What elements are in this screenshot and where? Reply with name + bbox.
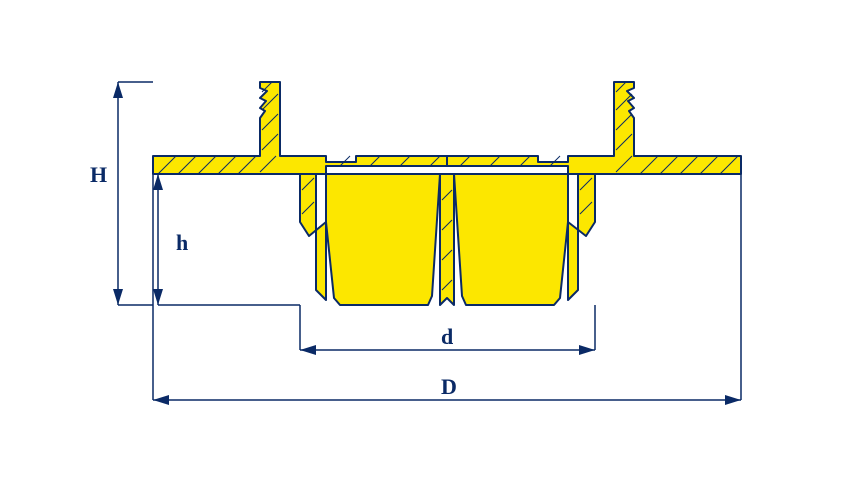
dimension-label-H: H bbox=[90, 162, 107, 187]
lug-left-outer-leaf bbox=[300, 174, 326, 300]
dimension-h: h bbox=[153, 174, 300, 305]
section-shape bbox=[153, 82, 741, 305]
lug-right-outer-leaf bbox=[568, 174, 595, 300]
technical-drawing: Hh dD bbox=[0, 0, 843, 503]
lug-left-solid bbox=[326, 174, 440, 305]
dimension-label-h: h bbox=[176, 230, 188, 255]
lug-right-solid bbox=[454, 174, 568, 305]
flange-left-and-top bbox=[153, 82, 447, 174]
flange-right bbox=[447, 82, 741, 174]
dimension-H: H bbox=[90, 82, 153, 305]
dimension-label-d: d bbox=[441, 324, 453, 349]
dimension-d: d bbox=[300, 305, 595, 355]
dimension-label-D: D bbox=[441, 374, 457, 399]
